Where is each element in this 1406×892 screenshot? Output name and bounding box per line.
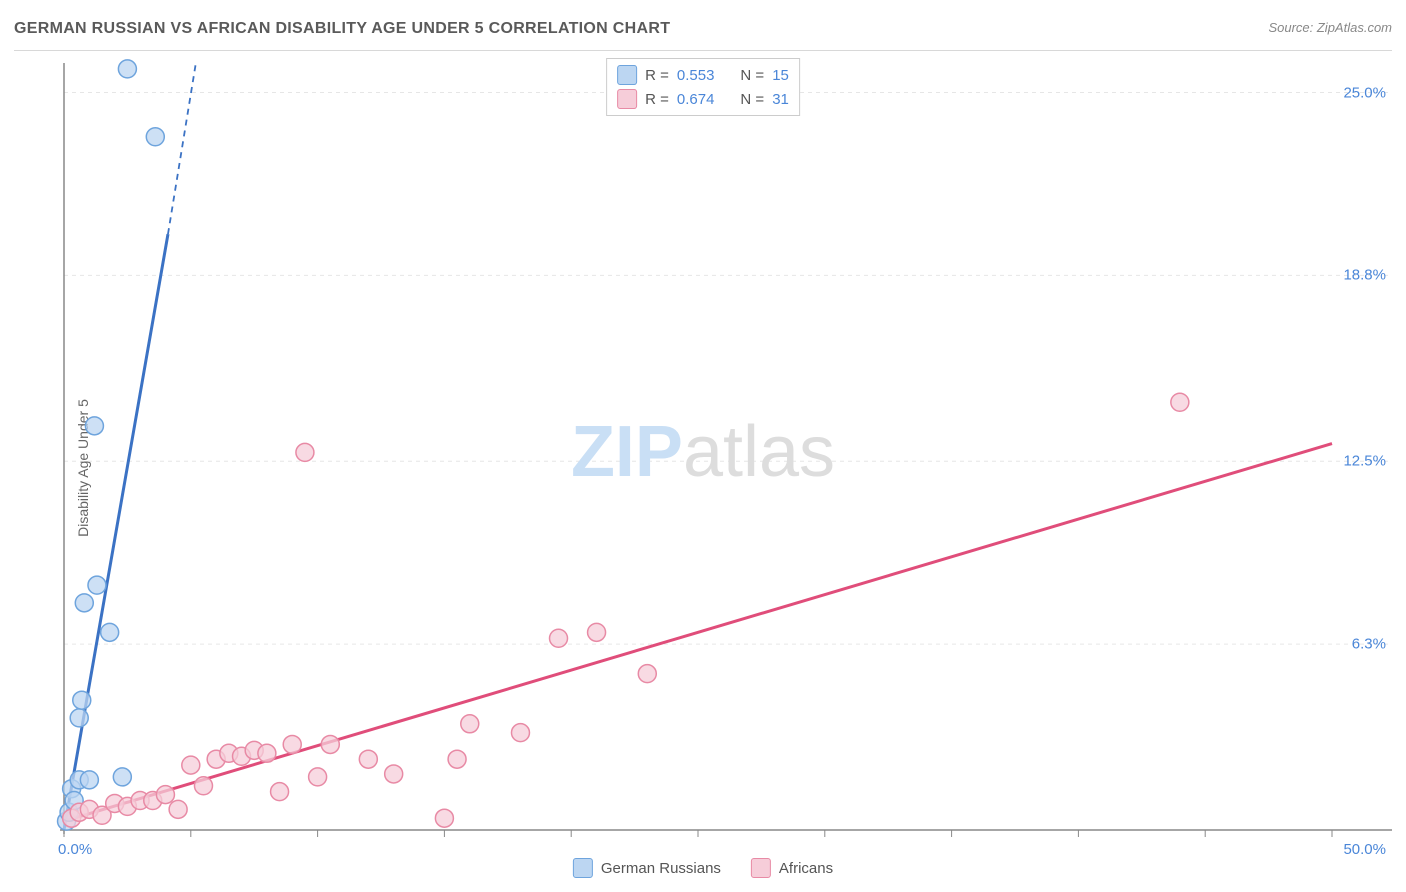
legend-row-african: R = 0.674 N = 31 [617,87,789,111]
y-tick-label: 25.0% [1343,84,1386,101]
y-tick-label: 12.5% [1343,453,1386,470]
correlation-legend: R = 0.553 N = 15 R = 0.674 N = 31 [606,58,800,116]
n-label-2: N = [740,91,764,108]
series-label-german: German Russians [601,860,721,877]
series-label-african: Africans [779,860,833,877]
r-value-1: 0.553 [677,67,715,84]
r-value-2: 0.674 [677,91,715,108]
swatch-german-2 [573,858,593,878]
chart-header: GERMAN RUSSIAN VS AFRICAN DISABILITY AGE… [14,20,1392,51]
scatter-plot-svg [54,58,1392,878]
swatch-african [617,89,637,109]
series-item-african: Africans [751,858,833,878]
r-label-1: R = [645,67,669,84]
x-tick-label: 0.0% [58,841,92,858]
legend-row-german: R = 0.553 N = 15 [617,63,789,87]
x-tick-label: 50.0% [1343,841,1386,858]
chart-source: Source: ZipAtlas.com [1268,20,1392,35]
n-label-1: N = [740,67,764,84]
swatch-german [617,65,637,85]
y-tick-label: 6.3% [1352,636,1386,653]
n-value-1: 15 [772,67,789,84]
chart-title: GERMAN RUSSIAN VS AFRICAN DISABILITY AGE… [14,20,670,37]
y-tick-label: 18.8% [1343,267,1386,284]
n-value-2: 31 [772,91,789,108]
series-legend: German Russians Africans [573,858,833,878]
series-item-german: German Russians [573,858,721,878]
swatch-african-2 [751,858,771,878]
r-label-2: R = [645,91,669,108]
plot-area: Disability Age Under 5 ZIPatlas R = 0.55… [14,58,1392,878]
